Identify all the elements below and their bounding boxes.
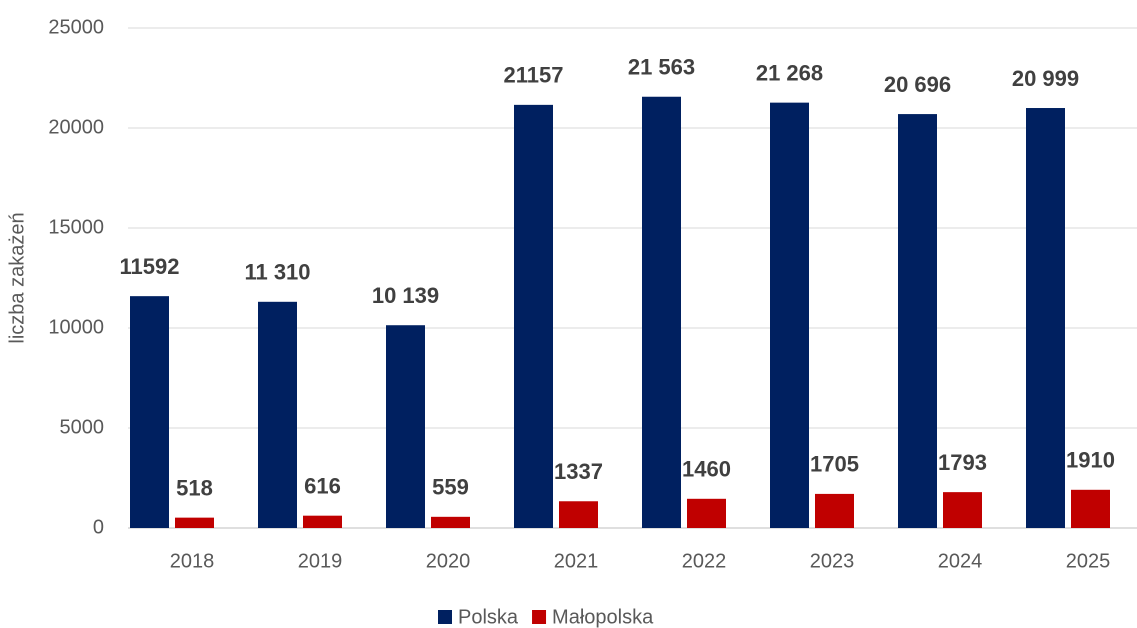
y-tick-label: 0 [93, 516, 104, 538]
value-label: 1705 [810, 452, 859, 477]
x-tick-label: 2020 [426, 550, 471, 572]
value-label: 21157 [504, 63, 564, 88]
bar [1071, 489, 1110, 528]
bar [258, 301, 297, 528]
bar [943, 492, 982, 528]
y-axis-label: liczba zakażeń [6, 212, 28, 343]
y-tick-label: 25000 [48, 16, 104, 38]
legend-label: Małopolska [552, 606, 654, 628]
value-label: 10 139 [372, 283, 439, 308]
value-label: 518 [176, 475, 213, 500]
value-label: 559 [432, 475, 469, 500]
value-label: 11592 [120, 254, 180, 279]
x-tick-label: 2022 [682, 550, 727, 572]
y-tick-label: 15000 [48, 216, 104, 238]
x-tick-label: 2024 [938, 550, 983, 572]
legend-label: Polska [458, 606, 519, 628]
x-tick-label: 2023 [810, 550, 855, 572]
value-label: 1793 [938, 450, 987, 475]
value-label: 1460 [682, 457, 731, 482]
bar [303, 515, 342, 528]
bar [815, 493, 854, 528]
bar [898, 114, 937, 528]
value-label: 20 696 [884, 72, 951, 97]
value-label: 1910 [1066, 448, 1115, 473]
x-tick-label: 2025 [1066, 550, 1111, 572]
bar [431, 516, 470, 528]
bar [514, 104, 553, 529]
bar [770, 102, 809, 528]
x-tick-label: 2019 [298, 550, 343, 572]
bar [386, 325, 425, 528]
x-tick-label: 2018 [170, 550, 215, 572]
y-tick-label: 5000 [60, 416, 105, 438]
bar [1026, 108, 1065, 529]
bar [130, 296, 169, 528]
value-label: 20 999 [1012, 66, 1079, 91]
bar [687, 498, 726, 528]
value-label: 21 268 [756, 60, 823, 85]
legend-swatch [438, 610, 452, 624]
bar [559, 501, 598, 528]
value-label: 11 310 [244, 260, 310, 285]
y-tick-label: 20000 [48, 116, 104, 138]
value-label: 1337 [554, 459, 603, 484]
value-label: 21 563 [628, 55, 695, 80]
legend-swatch [532, 610, 547, 624]
y-tick-label: 10000 [48, 316, 104, 338]
x-tick-label: 2021 [554, 550, 599, 572]
value-label: 616 [304, 473, 341, 498]
bar [175, 517, 214, 528]
bar [642, 96, 681, 529]
